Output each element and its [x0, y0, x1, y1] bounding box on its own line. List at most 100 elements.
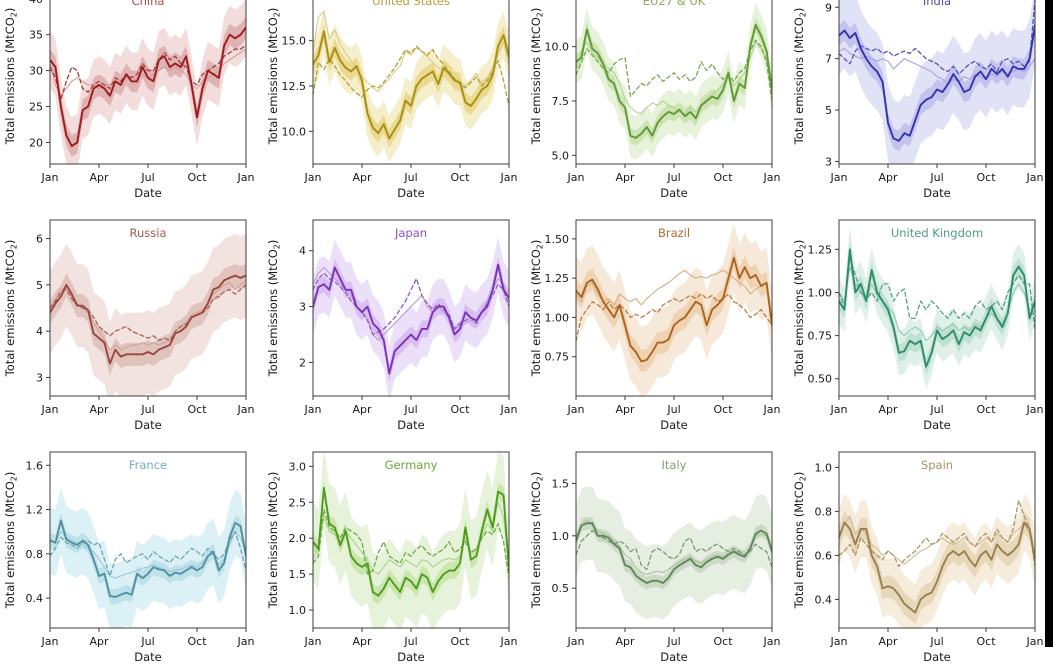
- dashed-series-line: [313, 272, 509, 336]
- x-tick-label: Jan: [830, 403, 848, 416]
- y-axis-label: Total emissions (MtCO2): [529, 240, 545, 378]
- uncertainty-band-outer: [576, 223, 772, 396]
- x-axis-label: Date: [923, 186, 951, 200]
- plot-area: [576, 486, 772, 620]
- chart-title: United Kingdom: [891, 226, 983, 240]
- x-tick-label: Oct: [976, 403, 996, 416]
- y-tick-label: 5: [825, 104, 832, 117]
- x-tick-label: Jul: [140, 635, 154, 648]
- uncertainty-band-outer: [576, 3, 772, 160]
- y-tick-label: 0.50: [808, 373, 833, 386]
- x-tick-label: Jan: [830, 171, 848, 184]
- y-axis-label: Total emissions (MtCO2): [792, 8, 808, 146]
- thin-series-line: [576, 41, 772, 115]
- dashed-series-line: [576, 529, 772, 570]
- x-tick-label: Jan: [237, 171, 255, 184]
- x-axis-label: Date: [397, 650, 425, 664]
- y-tick-label: 0.8: [26, 548, 44, 561]
- x-tick-label: Jul: [666, 171, 680, 184]
- main-series-line: [313, 486, 509, 597]
- x-axis-label: Date: [134, 418, 162, 432]
- x-tick-label: Jan: [41, 171, 59, 184]
- x-tick-label: Oct: [450, 635, 470, 648]
- x-tick-label: Oct: [187, 171, 207, 184]
- uncertainty-band-outer: [839, 226, 1035, 390]
- plot-area: [839, 493, 1035, 628]
- uncertainty-band-outer: [313, 236, 509, 396]
- x-tick-label: Apr: [352, 635, 372, 648]
- x-tick-label: Jan: [763, 403, 781, 416]
- y-tick-label: 7.5: [552, 95, 570, 108]
- main-series-line: [576, 522, 772, 584]
- x-tick-label: Oct: [450, 171, 470, 184]
- y-tick-label: 1.0: [815, 461, 833, 474]
- uncertainty-band-inner: [839, 240, 1035, 376]
- y-tick-label: 20: [29, 136, 43, 149]
- x-tick-label: Jul: [403, 403, 417, 416]
- x-tick-label: Oct: [713, 635, 733, 648]
- x-tick-label: Oct: [187, 403, 207, 416]
- x-tick-label: Jan: [567, 403, 585, 416]
- x-tick-label: Jan: [304, 635, 322, 648]
- uncertainty-band-inner: [50, 264, 246, 376]
- x-tick-label: Jan: [1026, 403, 1044, 416]
- main-series-line: [839, 248, 1035, 368]
- x-axis-label: Date: [134, 186, 162, 200]
- x-tick-label: Apr: [615, 635, 635, 648]
- thin-series-line: [576, 269, 772, 323]
- uncertainty-band-inner: [576, 516, 772, 590]
- chart-title: United States: [372, 0, 450, 8]
- uncertainty-band-outer: [313, 452, 509, 628]
- y-tick-label: 4: [299, 245, 306, 258]
- chart-panel-india: 3 5 7 9 Jan Apr Jul Oct Jan Date Total emissions (…: [792, 0, 1044, 200]
- dashed-series-line: [839, 257, 1035, 332]
- x-axis-label: Date: [923, 650, 951, 664]
- x-tick-label: Oct: [187, 635, 207, 648]
- chart-panel-spain: 0.4 0.6 0.8 1.0 Jan Apr Jul Oct Jan Date Total emi…: [792, 451, 1044, 664]
- x-tick-label: Jul: [403, 171, 417, 184]
- dashed-series-line: [576, 39, 772, 102]
- y-axis-label: Total emissions (MtCO2): [3, 472, 19, 610]
- y-tick-label: 1.5: [289, 568, 307, 581]
- chart-panel-china: 20 25 30 35 40 Jan Apr Jul Oct Jan Date Total emiss…: [3, 0, 255, 200]
- x-tick-label: Apr: [615, 403, 635, 416]
- chart-title: Spain: [921, 458, 953, 472]
- x-tick-label: Jan: [41, 403, 59, 416]
- plot-area: [50, 0, 246, 164]
- y-tick-label: 1.25: [545, 272, 570, 285]
- plot-area: [50, 233, 246, 396]
- dashed-series-line: [576, 293, 772, 342]
- x-tick-label: Apr: [89, 171, 109, 184]
- x-tick-label: Apr: [89, 403, 109, 416]
- main-series-line: [313, 30, 509, 140]
- plot-area: [313, 452, 509, 628]
- chart-title: Russia: [130, 226, 167, 240]
- y-tick-label: 3: [36, 371, 43, 384]
- y-tick-label: 1.00: [545, 311, 570, 324]
- plot-area: [839, 226, 1035, 390]
- y-tick-label: 40: [29, 0, 43, 6]
- x-tick-label: Jul: [929, 171, 943, 184]
- dashed-series-line: [50, 44, 246, 100]
- y-axis-label: Total emissions (MtCO2): [266, 8, 282, 146]
- chart-title: Brazil: [658, 226, 690, 240]
- x-axis-label: Date: [660, 650, 688, 664]
- x-tick-label: Jan: [500, 403, 518, 416]
- y-tick-label: 1.2: [26, 504, 44, 517]
- uncertainty-band-inner: [576, 17, 772, 146]
- y-tick-label: 25: [29, 101, 43, 114]
- uncertainty-band-inner: [313, 256, 509, 383]
- y-tick-label: 30: [29, 65, 43, 78]
- y-tick-label: 7: [825, 53, 832, 66]
- x-axis-label: Date: [134, 650, 162, 664]
- y-tick-label: 9: [825, 1, 832, 14]
- chart-title: France: [129, 458, 167, 472]
- x-tick-label: Apr: [352, 403, 372, 416]
- main-series-line: [50, 26, 246, 147]
- chart-title: Germany: [385, 458, 438, 472]
- y-tick-label: 4: [36, 325, 43, 338]
- x-tick-label: Jan: [500, 171, 518, 184]
- uncertainty-band-inner: [313, 479, 509, 605]
- y-tick-label: 0.4: [815, 593, 833, 606]
